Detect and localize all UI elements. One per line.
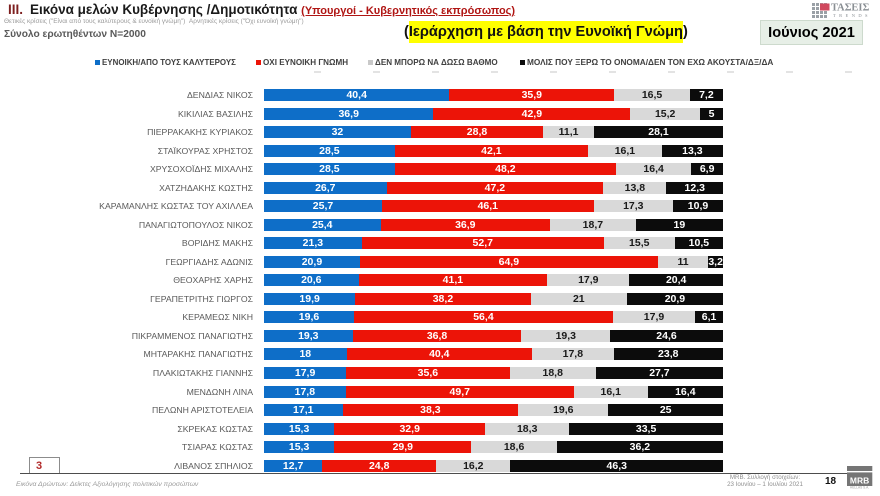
svg-text:TRENDS: TRENDS bbox=[833, 13, 871, 18]
svg-text:ΤΑΣΕΙΣ: ΤΑΣΕΙΣ bbox=[831, 3, 870, 14]
svg-text:HELLAS S.A.: HELLAS S.A. bbox=[850, 485, 869, 489]
svg-text:MRB: MRB bbox=[850, 475, 869, 485]
